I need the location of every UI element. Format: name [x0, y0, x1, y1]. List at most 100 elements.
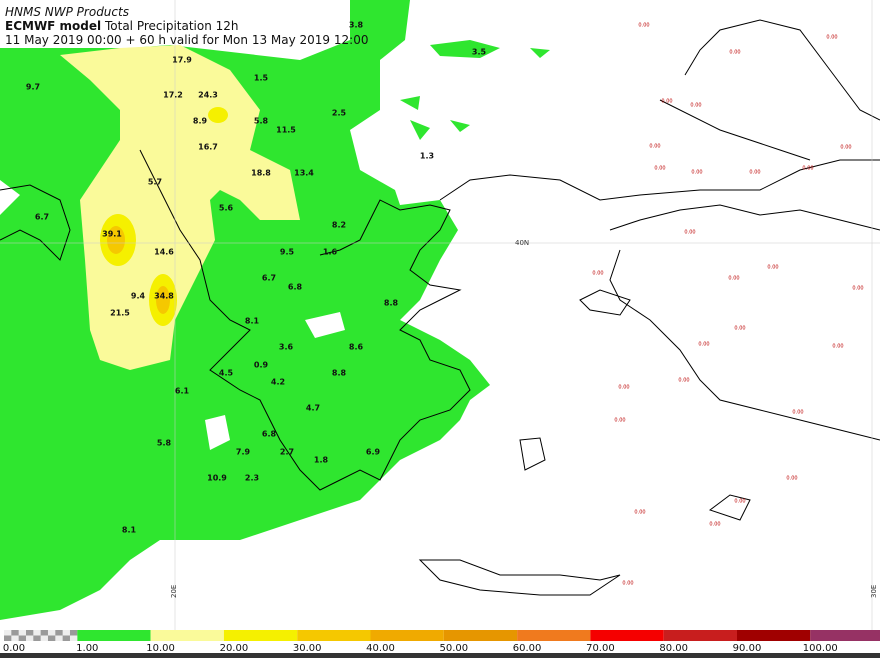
precip-label: 1.8 [314, 456, 329, 465]
zero-label: 0.00 [690, 103, 701, 109]
precip-label: 9.4 [131, 292, 146, 301]
legend-check [4, 630, 12, 636]
legend-check [40, 635, 48, 641]
zero-label: 0.00 [638, 23, 649, 29]
legend-swatch [443, 630, 518, 641]
precip-area-heavy [156, 286, 170, 314]
precip-label: 8.1 [245, 317, 260, 326]
legend-swatch [810, 630, 880, 641]
zero-label: 0.00 [661, 99, 672, 105]
zero-label: 0.00 [698, 342, 709, 348]
legend-tick-label: 60.00 [513, 643, 542, 654]
precip-label: 3.8 [349, 21, 364, 30]
legend-check [18, 630, 26, 636]
legend-swatch [737, 630, 811, 641]
coastlines [0, 19, 880, 596]
precip-label: 13.4 [294, 169, 314, 178]
zero-label: 0.00 [649, 144, 660, 150]
precip-label: 10.9 [207, 474, 227, 483]
legend-check [11, 635, 19, 641]
zero-label: 0.00 [678, 378, 689, 384]
legend-swatch [297, 630, 371, 641]
zero-label: 0.00 [749, 170, 760, 176]
precip-label: 1.6 [323, 248, 338, 257]
legend-swatch [77, 630, 151, 641]
precip-label: 5.7 [148, 178, 162, 187]
zero-label: 0.00 [802, 166, 813, 172]
precip-label: 6.7 [262, 274, 276, 283]
legend-swatch [150, 630, 224, 641]
title: ECMWF model Total Precipitation 12h [5, 19, 239, 33]
legend-tick-label: 40.00 [366, 643, 395, 654]
precip-label: 11.5 [276, 126, 296, 135]
legend-check [55, 635, 63, 641]
precip-label: 0.9 [254, 361, 269, 370]
precip-label: 2.5 [332, 109, 347, 118]
precip-label: 2.7 [280, 448, 294, 457]
precip-label: 1.5 [254, 74, 269, 83]
precip-label: 5.6 [219, 204, 234, 213]
precip-label: 21.5 [110, 309, 130, 318]
legend-check [69, 635, 78, 641]
zero-label: 0.00 [840, 145, 851, 151]
zero-label: 0.00 [786, 476, 797, 482]
zero-label: 0.00 [622, 581, 633, 587]
precip-label: 34.8 [154, 292, 174, 301]
grid-label: 40N [515, 239, 529, 247]
zero-label: 0.00 [634, 510, 645, 516]
legend-swatch [663, 630, 737, 641]
precip-label: 14.6 [154, 248, 174, 257]
precip-label: 8.6 [349, 343, 364, 352]
precip-label: 2.3 [245, 474, 259, 483]
precip-label: 3.5 [472, 48, 487, 57]
precip-label: 5.8 [254, 117, 269, 126]
zero-label: 0.00 [826, 35, 837, 41]
zero-label: 0.00 [618, 385, 629, 391]
precip-label: 4.5 [219, 369, 234, 378]
precip-label: 8.9 [193, 117, 208, 126]
legend-check [62, 630, 70, 636]
zero-label: 0.00 [734, 326, 745, 332]
grid-label: 20E [170, 585, 178, 598]
zero-label: 0.00 [614, 418, 625, 424]
precip-label: 8.8 [384, 299, 399, 308]
precip-area-heavy [107, 226, 125, 254]
precip-label: 1.3 [420, 152, 434, 161]
legend-tick-label: 50.00 [439, 643, 468, 654]
precip-label: 39.1 [102, 230, 122, 239]
zero-label: 0.00 [654, 166, 665, 172]
legend-swatch [517, 630, 591, 641]
precip-area-moderate [60, 45, 300, 370]
precip-label: 6.7 [35, 213, 49, 222]
precip-label: 3.6 [279, 343, 294, 352]
precip-label: 6.1 [175, 387, 190, 396]
zero-label: 0.00 [592, 271, 603, 277]
precip-label: 5.8 [157, 439, 172, 448]
legend-tick-label: 70.00 [586, 643, 615, 654]
legend-tick-label: 1.00 [76, 643, 98, 654]
legend-check [33, 630, 41, 636]
precip-label: 16.7 [198, 143, 218, 152]
zero-label: 0.00 [832, 344, 843, 350]
legend-swatch [223, 630, 298, 641]
precip-label: 8.1 [122, 526, 137, 535]
precip-label: 24.3 [198, 91, 218, 100]
legend-swatch [370, 630, 444, 641]
legend-tick-label: 0.00 [3, 643, 25, 654]
legend-tick-label: 80.00 [659, 643, 688, 654]
legend-swatch [590, 630, 664, 641]
frame [0, 653, 880, 658]
precip-label: 9.5 [280, 248, 295, 257]
legend-tick-label: 90.00 [733, 643, 762, 654]
precip-label: 8.8 [332, 369, 347, 378]
precip-area-heavy [208, 107, 228, 123]
precip-label: 4.7 [306, 404, 320, 413]
precip-label: 17.9 [172, 56, 192, 65]
validity: 11 May 2019 00:00 + 60 h valid for Mon 1… [5, 33, 369, 47]
zero-label: 0.00 [792, 410, 803, 416]
precip-label: 18.8 [251, 169, 271, 178]
zero-label: 0.00 [728, 276, 739, 282]
precip-label: 6.8 [262, 430, 277, 439]
field: Total Precipitation 12h [104, 19, 239, 33]
